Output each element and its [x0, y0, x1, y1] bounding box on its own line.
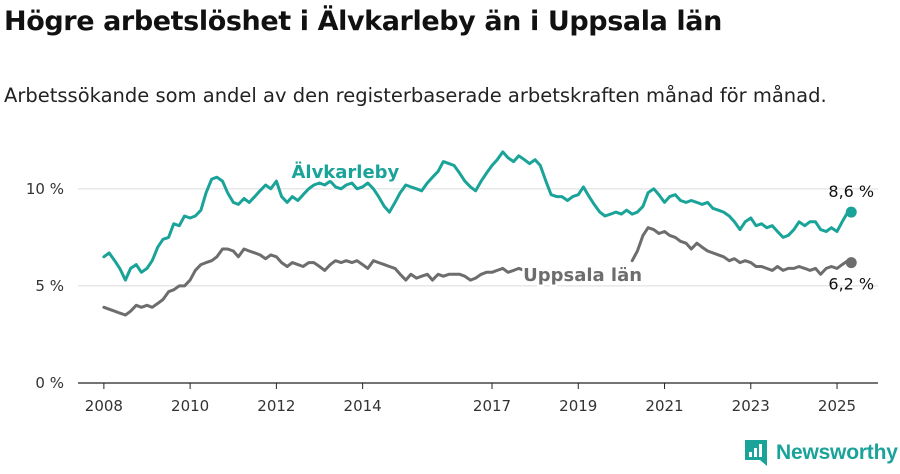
y-tick-label: 5 %	[35, 277, 64, 295]
series-name-label: Uppsala län	[523, 265, 642, 286]
chart-subtitle: Arbetssökande som andel av den registerb…	[4, 84, 827, 107]
x-tick-label: 2012	[257, 397, 295, 415]
x-tick-label: 2017	[473, 397, 511, 415]
x-tick-label: 2010	[171, 397, 209, 415]
x-tick-label: 2008	[85, 397, 123, 415]
y-tick-label: 10 %	[26, 180, 64, 198]
brand-name: Newsworthy	[776, 441, 898, 464]
series-lines	[102, 150, 857, 317]
series-name-label: Uppsala län	[523, 265, 642, 286]
x-tick-label: 2014	[344, 397, 382, 415]
y-tick-label: 0 %	[35, 374, 64, 392]
newsworthy-logo-icon	[745, 440, 767, 466]
chart-title: Högre arbetslöshet i Älvkarleby än i Upp…	[4, 6, 722, 37]
series-line	[102, 150, 853, 282]
x-tick-label: 2023	[732, 397, 770, 415]
series-line	[102, 226, 853, 317]
brand-logo: Newsworthy	[745, 440, 898, 466]
grid-lines: 0 % 5 % 10 %	[26, 180, 878, 392]
series-end-marker	[845, 257, 857, 269]
x-tick-label: 2019	[559, 397, 597, 415]
series-end-value-label: 6,2 %	[828, 275, 874, 294]
x-tick-label: 2025	[818, 397, 856, 415]
series-name-label: Älvkarleby	[291, 161, 399, 183]
series-end-marker	[845, 206, 857, 218]
x-tick-label: 2021	[645, 397, 683, 415]
series-end-value-label: 8,6 %	[828, 182, 874, 201]
series-name-label: Älvkarleby	[291, 161, 399, 183]
x-axis: 2008 2010 2012 2014 2017 2019 2021 2023 2025	[78, 382, 878, 415]
